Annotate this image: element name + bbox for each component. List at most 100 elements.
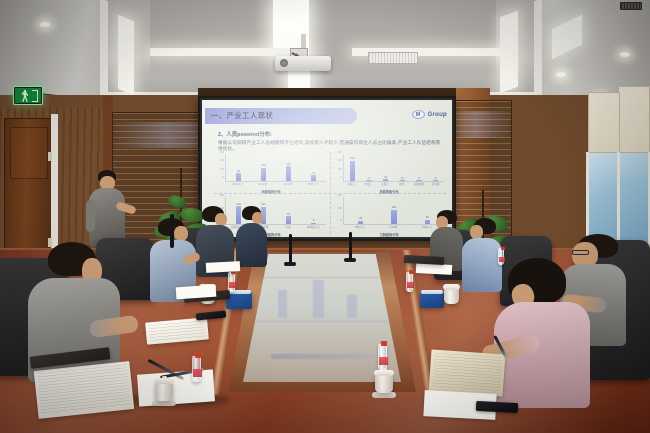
ytick: 0 [340,219,342,223]
chart-2-bars: 254 9 19 11 6 4 [344,154,444,181]
mug-saucer-1 [152,400,176,406]
mug-lid [443,284,460,290]
ceiling-projector [275,56,331,71]
tissue-box-left[interactable] [226,290,252,309]
chart-panel-skill: 300 200 100 0 254 9 19 11 6 4 初级工 中级工 高级工 技师 高级技师… [330,150,448,194]
notepad-right-foreground[interactable] [428,349,506,397]
table-center-reflective-panel [243,254,401,382]
microphone-base-2 [344,258,356,262]
attendee-face [82,258,102,284]
window-mullion-right [648,152,650,248]
bar [391,209,397,224]
bar-value-label: 118 [391,205,397,210]
projector-mount-pole [301,34,306,59]
glasses-icon [572,250,589,255]
conference-microphone-1[interactable] [289,234,292,264]
ytick: 200 [219,159,224,163]
bar [382,179,389,181]
reflected-bar [312,279,324,318]
company-logo: M Group [385,108,447,121]
smartphone-right[interactable] [475,400,519,414]
door-hinge-bottom [48,238,52,247]
attendee-right-4 [430,210,464,271]
attendee-torso [236,223,267,267]
presenter-face [100,176,115,190]
bar-group: 9 [310,197,317,224]
chart-2-yaxis: 300 200 100 0 [331,151,342,180]
water-bottle-4[interactable] [406,270,414,292]
downlight-2 [556,72,566,77]
attendee-right-3 [462,218,504,292]
bottle-cap [500,247,505,250]
bar-group: 19 [382,154,389,181]
water-bottle-1[interactable] [192,353,202,382]
presenter-arm-left [86,200,95,232]
conference-microphone-2[interactable] [349,232,352,260]
ceiling-vent-right [620,2,642,10]
bar [349,160,356,181]
ytick: 200 [337,159,342,163]
water-bottle-5[interactable] [498,247,505,265]
roller-shade-far-right[interactable] [618,86,650,156]
ceiling-light-right [500,10,518,94]
tissue-box-right[interactable] [420,290,444,308]
potted-plant-left [152,168,212,248]
blind-highlight-right [447,110,511,138]
water-bottle-2[interactable] [228,270,236,292]
ceiling-lip-right [534,0,542,102]
presenter-torso [89,188,125,246]
bottle-label [193,369,202,377]
bottle-label [229,282,236,288]
paper-sheet-4[interactable] [415,263,453,275]
bar-group: 168 [260,154,267,181]
mug-saucer-2 [372,392,396,398]
bar-group: 6 [416,154,422,181]
bar-value-label: 9 [312,218,315,223]
bar-group: 72 [310,154,317,181]
chart-4-bars: 28 118 36 [344,197,444,224]
bottle-label [499,257,505,262]
bar [285,216,292,224]
bar [310,222,317,224]
tea-mug-1[interactable] [154,376,174,401]
window-mullion-left [586,152,589,248]
downlight-4 [620,52,630,57]
tea-mug-4[interactable] [443,284,460,304]
attendee-face [252,212,263,224]
microphone-base-1 [284,262,296,266]
paper-sheet-3[interactable] [205,261,241,273]
bar-group: 9 [366,154,372,181]
bar [310,175,317,181]
attendee-left-4 [236,206,268,267]
mug-lid [154,378,174,384]
ytick: 200 [337,194,342,197]
projector-lens-icon [280,59,288,67]
conference-microphone-3[interactable] [170,214,174,248]
water-bottle-3[interactable] [378,341,388,370]
bar [235,173,242,181]
tea-mug-3[interactable] [374,368,394,393]
chart-4-plot: 28 118 36 [343,197,444,225]
roller-shade-right[interactable] [588,92,620,158]
bar-value-label: 36 [425,215,429,220]
attendee-face [174,226,188,241]
bottle-cap [408,270,414,274]
bar [399,180,406,181]
bottle-label [407,282,414,288]
chart-panel-age: 300 200 100 0 96 168 186 72 30岁以下 31-40岁 41-5… [212,150,330,194]
door-frame [51,114,58,306]
notepad-foreground[interactable] [33,361,135,419]
bar [357,220,364,224]
bar-group: 254 [349,154,356,181]
bottle-label [379,357,388,365]
bar-group: 186 [285,154,292,181]
ytick: 200 [219,194,224,197]
ytick: 0 [222,176,224,180]
bar [285,166,292,181]
ceiling-lip-left [100,0,108,102]
bar-value-label: 28 [359,216,363,221]
mug-lid-knob [382,368,387,371]
reflected-gridline [255,277,389,279]
air-conditioning-vent [368,52,418,64]
chart-1-yaxis: 300 200 100 0 [213,151,224,180]
